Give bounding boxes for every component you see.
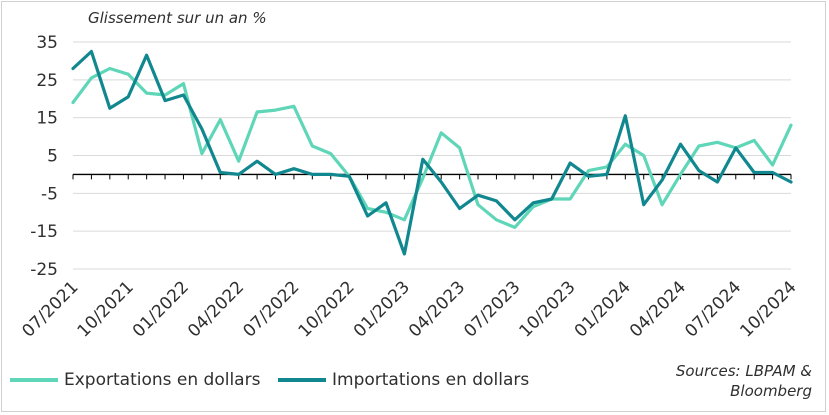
x-tick-label: 10/2024 xyxy=(736,277,800,341)
y-tick-label: 35 xyxy=(36,33,58,53)
source-note: Sources: LBPAM & Bloomberg xyxy=(676,361,812,401)
legend-swatch-imports xyxy=(278,378,326,382)
x-tick-label: 07/2023 xyxy=(460,277,524,341)
x-tick-label: 01/2022 xyxy=(129,277,193,341)
x-tick-label: 01/2023 xyxy=(350,277,414,341)
legend-swatch-exports xyxy=(10,378,58,382)
source-line-2: Bloomberg xyxy=(730,382,812,400)
x-tick-label: 04/2022 xyxy=(184,277,248,341)
y-tick-label: -5 xyxy=(41,184,58,204)
legend-label-exports: Exportations en dollars xyxy=(64,370,261,390)
y-tick-label: 25 xyxy=(36,71,58,91)
legend-item-exports: Exportations en dollars xyxy=(10,370,260,390)
x-tick-label: 04/2023 xyxy=(405,277,469,341)
legend-item-imports: Importations en dollars xyxy=(278,370,529,390)
series-line-imports xyxy=(71,49,793,256)
y-tick-label: 15 xyxy=(36,109,58,129)
x-tick-label: 04/2024 xyxy=(626,277,690,341)
y-tick-label: -25 xyxy=(30,260,58,280)
series-line-exports xyxy=(71,66,793,229)
x-tick-label: 01/2024 xyxy=(571,277,635,341)
x-tick-label: 07/2024 xyxy=(681,277,745,341)
y-axis-label: Glissement sur un an % xyxy=(88,9,267,27)
x-tick-label: 07/2022 xyxy=(239,277,303,341)
legend-label-imports: Importations en dollars xyxy=(332,370,530,390)
x-tick-label: 10/2023 xyxy=(516,277,580,341)
source-line-1: Sources: LBPAM & xyxy=(675,362,812,380)
x-tick-label: 10/2021 xyxy=(74,277,138,341)
x-tick-label: 07/2021 xyxy=(18,277,82,341)
x-tick-label: 10/2022 xyxy=(295,277,359,341)
y-tick-label: -15 xyxy=(30,222,58,242)
y-tick-label: 5 xyxy=(47,147,58,167)
